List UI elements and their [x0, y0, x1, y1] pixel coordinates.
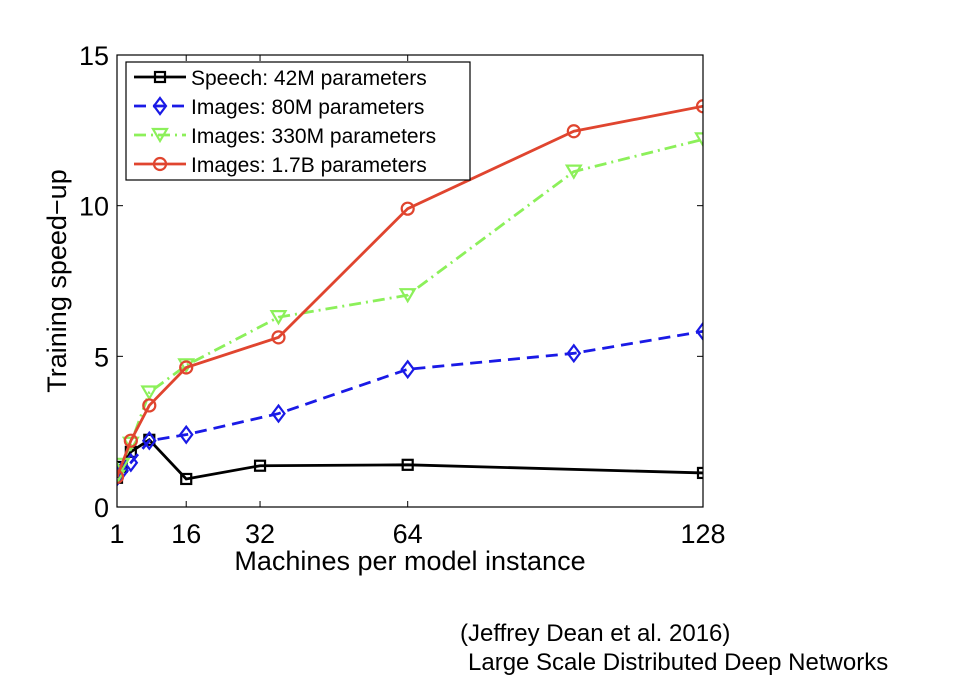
data-point — [117, 469, 125, 484]
data-point — [117, 469, 126, 486]
data-point — [564, 164, 583, 180]
data-point — [179, 360, 194, 375]
citation-title: Large Scale Distributed Deep Networks — [468, 649, 889, 676]
legend-entry: Images: 330M parameters — [134, 125, 436, 148]
series-2 — [117, 132, 703, 486]
x-tick-label: 16 — [171, 519, 201, 549]
x-tick-label: 64 — [393, 519, 423, 549]
legend-marker — [152, 96, 168, 116]
x-tick-label: 32 — [245, 519, 275, 549]
data-point — [398, 288, 417, 304]
data-point — [401, 458, 414, 471]
citation-authors: (Jeffrey Dean et al. 2016) — [460, 620, 731, 647]
series-line — [117, 138, 703, 478]
legend: Speech: 42M parameters Images: 80M parame… — [125, 61, 471, 181]
data-point — [271, 330, 286, 345]
y-tick-label: 5 — [94, 342, 109, 372]
data-point — [180, 472, 193, 486]
data-point — [141, 430, 157, 451]
data-point — [178, 424, 194, 445]
data-point — [142, 398, 157, 413]
data-point — [269, 310, 288, 326]
legend-label: Images: 1.7B parameters — [191, 154, 427, 177]
axes-box — [116, 54, 704, 508]
chart: 1 16 32 64 128 0 5 10 15 Machines per model inst… — [42, 41, 726, 576]
legend-marker — [151, 127, 169, 144]
series-3 — [117, 99, 703, 484]
data-point — [695, 99, 703, 114]
data-point — [400, 359, 416, 380]
legend-marker — [152, 156, 168, 172]
data-point — [566, 124, 581, 139]
legend-entry: Speech: 42M parameters — [134, 67, 427, 90]
data-point — [694, 132, 703, 148]
data-point — [123, 433, 138, 448]
legend-label: Images: 80M parameters — [191, 96, 424, 119]
data-point — [695, 321, 703, 342]
series-layer — [117, 99, 703, 487]
x-axis-label: Machines per model instance — [234, 546, 585, 576]
legend-marker — [153, 70, 167, 84]
data-point — [117, 457, 131, 473]
data-point — [253, 459, 267, 472]
series-line — [117, 329, 703, 478]
ticks-layer: 1 16 32 64 128 0 5 10 15 — [79, 41, 726, 549]
legend-entry: Images: 80M parameters — [134, 96, 424, 119]
data-point — [400, 201, 415, 216]
y-tick-label: 15 — [79, 41, 109, 71]
series-0 — [117, 433, 703, 486]
data-point — [140, 385, 159, 401]
data-point — [566, 343, 582, 364]
legend-entry: Images: 1.7B parameters — [134, 154, 427, 177]
legend-label: Speech: 42M parameters — [191, 67, 427, 90]
y-tick-label: 0 — [94, 493, 109, 523]
y-axis-label: Training speed−up — [42, 169, 72, 392]
legend-label: Images: 330M parameters — [191, 125, 436, 148]
x-tick-label: 128 — [680, 519, 725, 549]
data-point — [696, 466, 703, 480]
data-point — [271, 403, 286, 424]
x-tick-label: 1 — [109, 519, 124, 549]
y-tick-label: 10 — [79, 192, 109, 222]
legend-box — [125, 61, 471, 181]
